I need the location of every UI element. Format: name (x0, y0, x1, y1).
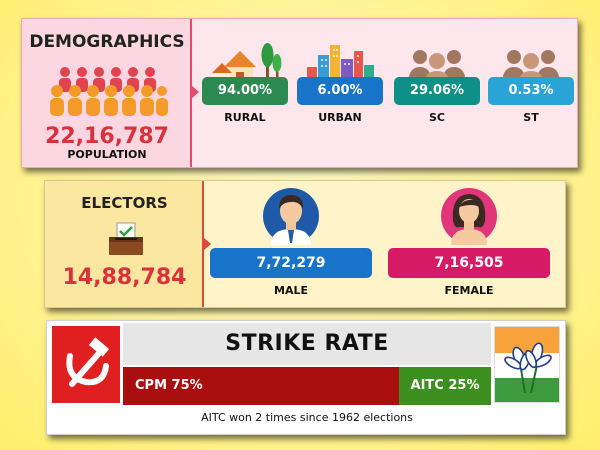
electors-card: ELECTORS 14,88,784 7,72,279 MALE (44, 180, 566, 308)
aitc-strike-segment: AITC 25% (399, 367, 491, 405)
strike-rate-card: STRIKE RATE CPM 75% AITC 25% AITC won 2 … (46, 320, 566, 435)
male-electors-badge: 7,72,279 (210, 248, 372, 278)
strike-rate-bar: CPM 75% AITC 25% (123, 367, 491, 405)
cpm-strike-segment: CPM 75% (123, 367, 399, 405)
population-value: 22,16,787 (45, 124, 169, 149)
urban-label: URBAN (318, 111, 362, 124)
population-label: POPULATION (67, 148, 147, 161)
demographics-title: DEMOGRAPHICS (29, 32, 185, 52)
crowd-icon (50, 67, 168, 116)
sc-percent-badge: 29.06% (394, 77, 480, 105)
demographics-card: DEMOGRAPHICS 22,16,787 POPULATION (21, 18, 578, 168)
st-percent-badge: 0.53% (488, 77, 574, 105)
electors-panel: ELECTORS 14,88,784 (45, 181, 211, 307)
flag-saffron-band (495, 327, 559, 353)
hammer-sickle-icon (66, 337, 110, 387)
rural-percent-badge: 94.00% (202, 77, 288, 105)
male-avatar-icon (263, 188, 319, 245)
electors-title: ELECTORS (81, 194, 168, 212)
ballot-box-icon (109, 222, 143, 255)
strike-rate-title: STRIKE RATE (123, 323, 491, 365)
electors-total-value: 14,88,784 (62, 265, 187, 290)
cpm-hammer-sickle-logo (52, 326, 120, 403)
st-label: ST (523, 111, 539, 124)
flag-green-band (495, 378, 559, 402)
female-avatar-icon (441, 188, 497, 245)
population-panel: DEMOGRAPHICS 22,16,787 POPULATION (22, 19, 199, 167)
sc-label: SC (429, 111, 445, 124)
strike-rate-note: AITC won 2 times since 1962 elections (201, 411, 413, 424)
female-electors-badge: 7,16,505 (388, 248, 550, 278)
female-label: FEMALE (444, 284, 494, 297)
rural-label: RURAL (224, 111, 266, 124)
urban-percent-badge: 6.00% (297, 77, 383, 105)
male-label: MALE (274, 284, 308, 297)
twin-flowers-icon (504, 342, 552, 394)
aitc-flower-logo (494, 326, 560, 403)
